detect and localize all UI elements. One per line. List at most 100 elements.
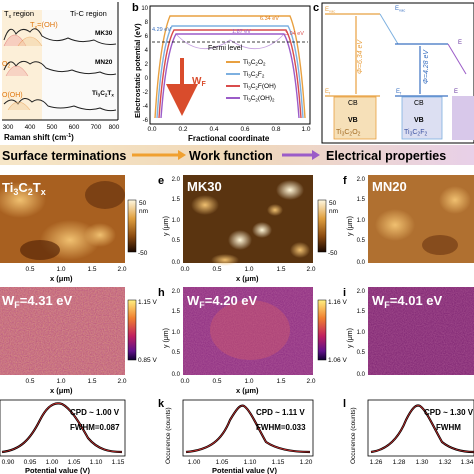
svg-text:1.06 V: 1.06 V: [328, 357, 347, 364]
svg-text:1.26: 1.26: [370, 459, 383, 466]
kpfm-g-xticks: 0.5 1.0 1.5 2.0: [25, 378, 126, 385]
svg-text:0.85 V: 0.85 V: [138, 357, 157, 364]
wf-arrow-label: WF: [192, 76, 206, 88]
afm-map-e: MK30: [183, 175, 313, 266]
mat1-label: Ti3C2O2: [336, 129, 361, 138]
svg-text:1.5: 1.5: [87, 266, 96, 273]
panel-a-xticks: 300 400 500 600 700 800: [3, 124, 120, 131]
panel-b-potential: b Electrostatic potential (eV) 10 8 6 4 …: [132, 2, 311, 143]
afm-map-f: MN20: [368, 175, 474, 263]
svg-text:2.0: 2.0: [117, 378, 126, 385]
band-box-3-partial: [452, 96, 474, 140]
kpfm-i-ylabel: y (μm): [347, 328, 354, 348]
svg-text:0.0: 0.0: [180, 378, 189, 385]
curve-ti3c2foh: [158, 29, 302, 119]
svg-text:50: 50: [329, 200, 337, 207]
svg-text:700: 700: [91, 124, 102, 131]
oh-label: O(OH): [2, 92, 23, 99]
hist-l-ylabel: Occurence (counts): [350, 407, 357, 464]
value-1-87: 1.87 eV: [232, 29, 251, 35]
phi1-label: Φ=6.34 eV: [357, 39, 364, 74]
sample-mn20-label: MN20: [95, 59, 113, 66]
hist-j-fwhm: FWHM=0.087: [70, 423, 120, 432]
svg-text:1.20: 1.20: [300, 459, 313, 466]
hist-j-cpd: CPD ~ 1.00 V: [70, 408, 120, 417]
ef-label-1: Ef: [325, 89, 331, 96]
svg-text:1.0: 1.0: [244, 378, 253, 385]
fit-mk30-b: [17, 36, 43, 47]
kpfm-h-yticks: 2.0 1.5 1.0 0.5 0.0: [172, 289, 181, 378]
svg-text:1.15: 1.15: [272, 459, 285, 466]
kpfm-h-scalebar: 1.16 V 1.06 V: [317, 299, 347, 364]
svg-text:1.5: 1.5: [172, 309, 181, 315]
panel-b-legend: Ti3C2O2 Ti3C2F2 Ti3C2F(OH) Ti3C2(OH)2: [226, 59, 276, 103]
panel-b-letter: b: [132, 2, 139, 14]
svg-text:2.0: 2.0: [172, 177, 181, 183]
cb-label-1: CB: [348, 100, 358, 107]
svg-text:1.15 V: 1.15 V: [138, 299, 157, 306]
evac-label-2: Evac: [395, 6, 405, 13]
svg-text:1.0: 1.0: [172, 330, 181, 336]
afm-e-xlabel: x (μm): [236, 274, 259, 283]
svg-text:1.10: 1.10: [244, 459, 257, 466]
afm-e-letter: e: [158, 175, 164, 187]
afm-e-yticks: 2.0 1.5 1.0 0.5 0.0: [172, 177, 181, 266]
svg-text:0.6: 0.6: [240, 126, 249, 133]
svg-text:0.5: 0.5: [25, 378, 34, 385]
panel-b-ylabel: Electrostatic potential (eV): [133, 23, 142, 118]
svg-text:600: 600: [69, 124, 80, 131]
svg-text:2.0: 2.0: [357, 289, 366, 295]
hist-l-letter: l: [343, 398, 346, 410]
svg-text:nm: nm: [139, 208, 148, 215]
spectrum-mk30: [3, 28, 117, 45]
hist-k: k Occurence (counts) CPD ~ 1.11 V FWHM=0…: [158, 398, 314, 474]
svg-text:1.05: 1.05: [68, 459, 81, 466]
kpfm-h-xticks: 0.0 0.5 1.0 1.5 2.0: [180, 378, 315, 385]
region-tic-label: Ti-C region: [70, 9, 107, 18]
svg-text:0.5: 0.5: [357, 350, 366, 356]
svg-text:6: 6: [145, 34, 149, 40]
banner-left: Surface terminations: [2, 149, 126, 163]
svg-text:-4: -4: [143, 104, 149, 110]
hist-l: l Occurence (counts) CPD ~ 1.30 V FWHM 1…: [343, 398, 474, 466]
panel-b-yticks: 10 8 6 4 2 0 -2 -4 -6: [141, 6, 148, 124]
band-box-2: [401, 96, 443, 140]
svg-text:1.30: 1.30: [416, 459, 429, 466]
afm-row: Ti3C2Tx 50 nm -50 0.5 1.0 1.5 2.0 x (μm)…: [0, 175, 474, 283]
svg-text:4: 4: [145, 48, 149, 54]
svg-text:800: 800: [109, 124, 120, 131]
svg-text:1.0: 1.0: [56, 266, 65, 273]
svg-text:1.5: 1.5: [357, 197, 366, 203]
svg-text:0: 0: [145, 76, 149, 82]
vb-label-1: VB: [348, 117, 358, 124]
kpfm-h-letter: h: [158, 287, 165, 299]
kpfm-g-label: WF=4.31 eV: [2, 293, 73, 310]
svg-text:-50: -50: [328, 250, 338, 257]
svg-text:8: 8: [145, 20, 149, 26]
svg-text:0.8: 0.8: [271, 126, 280, 133]
hist-k-fwhm: FWHM=0.033: [256, 423, 306, 432]
afm-map-d: Ti3C2Tx: [0, 175, 125, 263]
ef-label-2: Ef: [396, 89, 402, 96]
panel-b-xticks: 0.0 0.2 0.4 0.6 0.8 1.0: [147, 126, 310, 133]
curve-ti3c2o2: [154, 15, 306, 119]
svg-text:2.0: 2.0: [306, 266, 315, 273]
kpfm-i-yticks: 2.0 1.5 1.0 0.5 0.0: [357, 289, 366, 378]
afm-d-label: Ti3C2Tx: [2, 180, 46, 197]
svg-text:1.5: 1.5: [357, 309, 366, 315]
svg-text:0.0: 0.0: [357, 260, 366, 266]
afm-f-ylabel: y (μm): [347, 216, 354, 236]
svg-text:1.15: 1.15: [112, 459, 125, 466]
svg-text:0.5: 0.5: [172, 350, 181, 356]
svg-text:1.5: 1.5: [276, 266, 285, 273]
svg-text:1.10: 1.10: [90, 459, 103, 466]
svg-text:1.5: 1.5: [172, 197, 181, 203]
svg-text:Ti3C2F2: Ti3C2F2: [243, 71, 265, 79]
transition-arrow: [379, 13, 399, 45]
kpfm-h-ylabel: y (μm): [163, 328, 170, 348]
svg-text:0.0: 0.0: [180, 266, 189, 273]
svg-text:1.00: 1.00: [46, 459, 59, 466]
panel-b-xlabel: Fractional coordinate: [188, 134, 270, 143]
vb-label-2: VB: [414, 117, 424, 124]
svg-text:50: 50: [139, 200, 147, 207]
